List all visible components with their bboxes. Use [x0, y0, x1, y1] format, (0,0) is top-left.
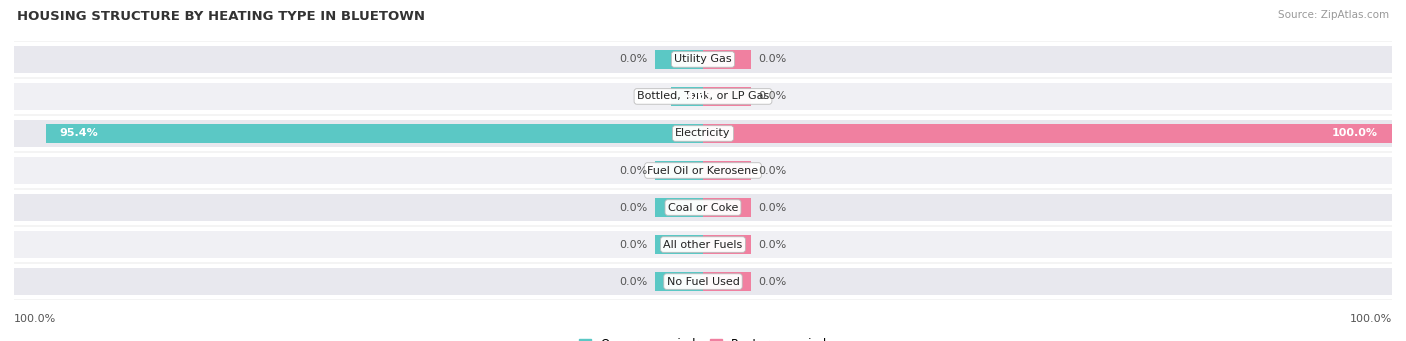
- Bar: [655, 198, 703, 217]
- Bar: [14, 157, 1392, 184]
- Bar: [14, 46, 1392, 73]
- Text: 0.0%: 0.0%: [620, 277, 648, 286]
- Bar: [703, 272, 751, 291]
- Bar: [703, 87, 751, 106]
- Bar: [703, 198, 751, 217]
- Text: 95.4%: 95.4%: [59, 129, 98, 138]
- Text: 0.0%: 0.0%: [758, 239, 786, 250]
- Text: Source: ZipAtlas.com: Source: ZipAtlas.com: [1278, 10, 1389, 20]
- Text: Electricity: Electricity: [675, 129, 731, 138]
- Bar: [703, 235, 751, 254]
- Text: 100.0%: 100.0%: [14, 314, 56, 324]
- Text: 0.0%: 0.0%: [758, 277, 786, 286]
- Text: 4.6%: 4.6%: [685, 91, 716, 102]
- Text: 0.0%: 0.0%: [758, 55, 786, 64]
- Text: 0.0%: 0.0%: [620, 239, 648, 250]
- Text: 100.0%: 100.0%: [1331, 129, 1378, 138]
- Bar: [703, 50, 751, 69]
- Text: Utility Gas: Utility Gas: [675, 55, 731, 64]
- Text: 0.0%: 0.0%: [620, 165, 648, 176]
- Legend: Owner-occupied, Renter-occupied: Owner-occupied, Renter-occupied: [579, 338, 827, 341]
- Bar: [14, 120, 1392, 147]
- Text: 0.0%: 0.0%: [620, 203, 648, 212]
- Text: HOUSING STRUCTURE BY HEATING TYPE IN BLUETOWN: HOUSING STRUCTURE BY HEATING TYPE IN BLU…: [17, 10, 425, 23]
- Text: Fuel Oil or Kerosene: Fuel Oil or Kerosene: [647, 165, 759, 176]
- Text: No Fuel Used: No Fuel Used: [666, 277, 740, 286]
- Bar: [671, 87, 703, 106]
- Text: Coal or Coke: Coal or Coke: [668, 203, 738, 212]
- Bar: [14, 83, 1392, 110]
- Bar: [655, 235, 703, 254]
- Text: Bottled, Tank, or LP Gas: Bottled, Tank, or LP Gas: [637, 91, 769, 102]
- Bar: [655, 50, 703, 69]
- Text: 0.0%: 0.0%: [620, 55, 648, 64]
- Bar: [14, 231, 1392, 258]
- Text: 0.0%: 0.0%: [758, 91, 786, 102]
- Bar: [655, 161, 703, 180]
- Bar: [46, 124, 703, 143]
- Bar: [14, 268, 1392, 295]
- Text: 0.0%: 0.0%: [758, 165, 786, 176]
- Bar: [14, 194, 1392, 221]
- Text: 100.0%: 100.0%: [1350, 314, 1392, 324]
- Bar: [655, 272, 703, 291]
- Text: 0.0%: 0.0%: [758, 203, 786, 212]
- Bar: [703, 124, 1392, 143]
- Text: All other Fuels: All other Fuels: [664, 239, 742, 250]
- Bar: [703, 161, 751, 180]
